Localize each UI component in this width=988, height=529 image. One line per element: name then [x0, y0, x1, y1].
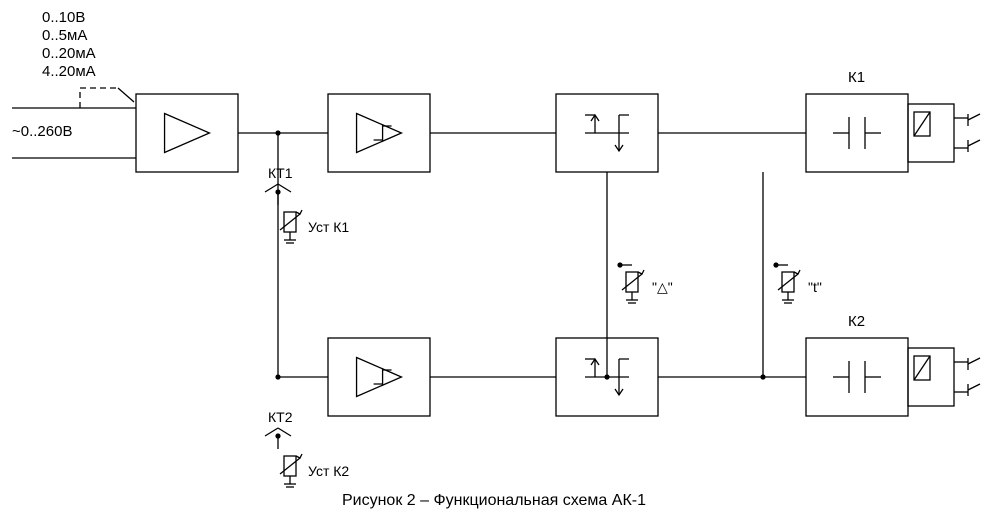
wire: [165, 114, 210, 153]
wire: [280, 458, 300, 474]
wire: [619, 115, 629, 133]
wire: [968, 358, 980, 364]
labels.ust1.text: Уст К1: [308, 219, 349, 235]
input_spec.lines.2: 0..20мА: [42, 45, 96, 62]
block-b4: [806, 94, 908, 172]
labels.ust2.text: Уст К2: [308, 463, 349, 479]
node: [275, 189, 280, 194]
labels.k2.text: К2: [848, 313, 865, 330]
input_spec.lines.3: 4..20мА: [42, 63, 96, 80]
labels.k1.text: К1: [848, 69, 865, 86]
wire: [619, 359, 629, 377]
wire: [968, 114, 980, 120]
wire: [968, 140, 980, 146]
block-b7: [806, 338, 908, 416]
wire: [296, 210, 302, 214]
node: [604, 374, 609, 379]
block-b1: [136, 94, 238, 172]
relay-box: [908, 348, 954, 406]
labels.t.text: "t": [808, 279, 822, 295]
node: [275, 433, 280, 438]
wire: [778, 274, 798, 290]
node: [275, 374, 280, 379]
wire: [118, 88, 134, 102]
block-b5: [328, 338, 430, 416]
relay-box: [908, 104, 954, 162]
labels.kt1.text: КТ1: [268, 165, 293, 181]
input_spec.lines.1: 0..5мА: [42, 27, 87, 44]
input_spec.lines.0: 0..10В: [42, 9, 85, 26]
wire: [296, 454, 302, 458]
relay-r1: [908, 104, 984, 162]
labels.delta.text: "△": [652, 279, 673, 295]
caption.text: Рисунок 2 – Функциональная схема АК-1: [342, 492, 646, 509]
block-b2: [328, 94, 430, 172]
relay-r2: [908, 348, 984, 406]
vlabel.text: ~0..260В: [12, 123, 72, 140]
wire: [638, 270, 644, 274]
wire: [622, 274, 642, 290]
wire: [357, 358, 402, 397]
node: [617, 262, 622, 267]
wire: [914, 112, 930, 136]
wire: [280, 214, 300, 230]
node: [760, 374, 765, 379]
wire: [357, 114, 402, 153]
wire: [914, 356, 930, 380]
labels.kt2.text: КТ2: [268, 409, 293, 425]
node: [275, 130, 280, 135]
wire: [794, 270, 800, 274]
node: [773, 262, 778, 267]
wire: [968, 384, 980, 390]
